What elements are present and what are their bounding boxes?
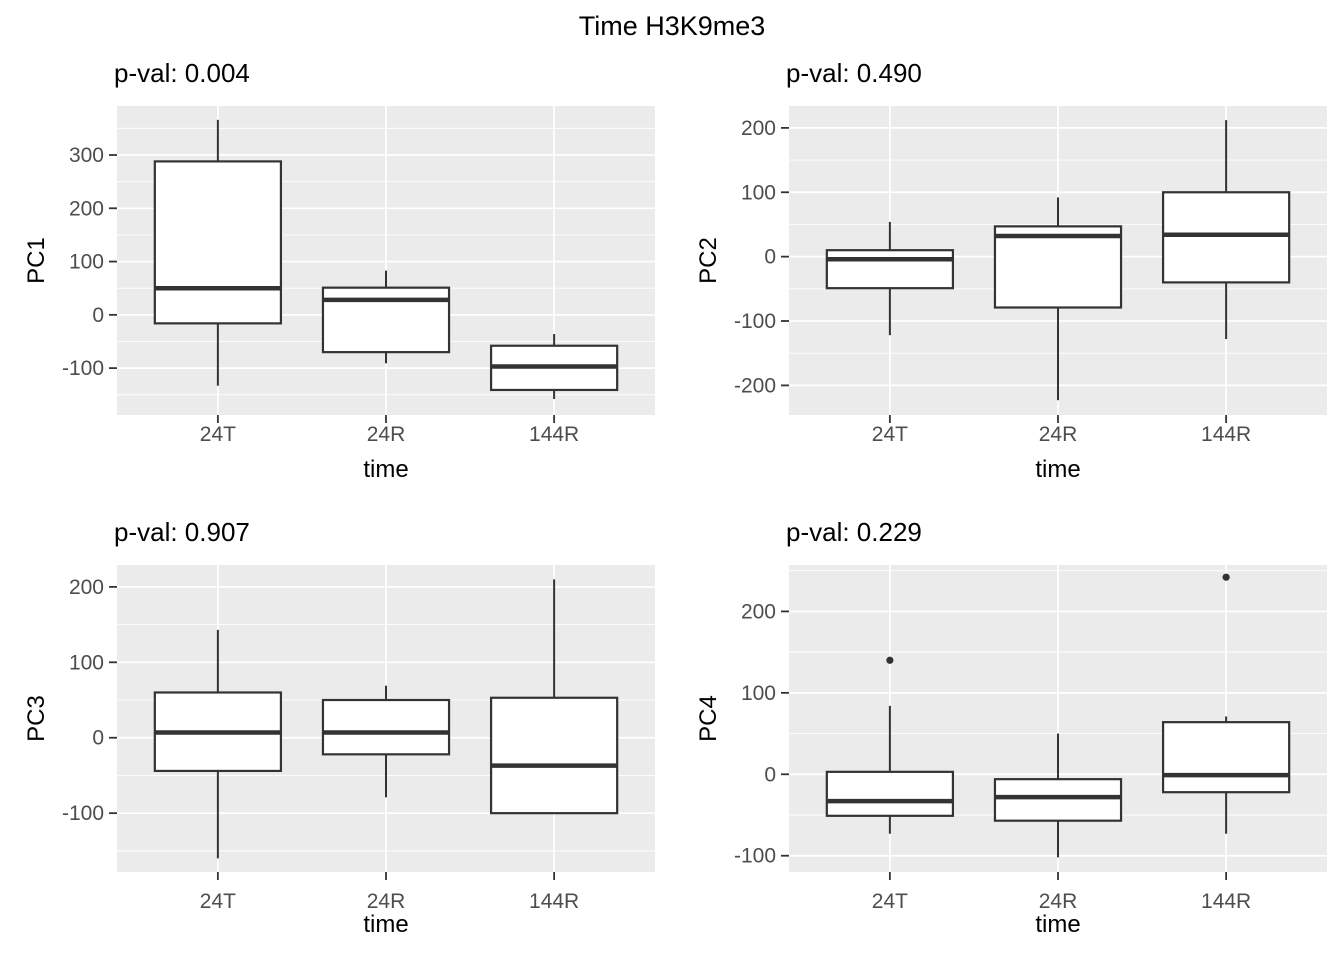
panel-subtitle: p-val: 0.004 (114, 58, 250, 88)
x-tick-label: 24R (367, 890, 406, 913)
box-24r (993, 225, 1123, 309)
x-tick-label: 24R (1039, 423, 1078, 446)
y-tick-label: 100 (69, 651, 104, 674)
x-axis-title: time (363, 456, 408, 480)
panel-pc2: p-val: 0.490 -200 -100 0 100 200 24T 24R 144R PC2… (695, 58, 1327, 480)
panel-subtitle: p-val: 0.229 (786, 517, 922, 547)
y-tick-label: 200 (741, 600, 776, 623)
box-24t (153, 160, 283, 325)
x-tick-label: 24R (367, 423, 406, 446)
panel-subtitle: p-val: 0.907 (114, 517, 250, 547)
box-24t (825, 770, 955, 817)
y-tick-label: 200 (69, 576, 104, 599)
y-tick-label: -100 (734, 845, 776, 868)
x-axis-title: time (1035, 456, 1080, 480)
y-tick-label: 0 (764, 246, 776, 269)
box-24r (321, 286, 451, 354)
x-tick-label: 144R (1201, 890, 1251, 913)
y-axis-title: PC1 (23, 237, 50, 284)
x-tick-label: 144R (529, 423, 579, 446)
box-24r (993, 778, 1123, 822)
y-tick-label: 100 (741, 682, 776, 705)
box-24t (825, 249, 955, 290)
x-tick-label: 24T (200, 890, 236, 913)
box-144r (1161, 721, 1291, 794)
figure-title: Time H3K9me3 (578, 11, 766, 41)
panel-subtitle: p-val: 0.490 (786, 58, 922, 88)
box-144r (1161, 191, 1291, 284)
y-axis-title: PC2 (695, 237, 722, 284)
panel-pc4: p-val: 0.229 -100 0 100 200 24T 24R 144R PC4 time (695, 517, 1327, 938)
outlier-point (886, 656, 894, 664)
x-axis-title: time (1035, 911, 1080, 938)
x-tick-label: 24T (872, 890, 908, 913)
y-tick-label: 200 (741, 117, 776, 140)
x-tick-label: 144R (1201, 423, 1251, 446)
x-axis-title: time (363, 911, 408, 938)
x-tick-label: 144R (529, 890, 579, 913)
x-tick-label: 24T (200, 423, 236, 446)
y-tick-label: -100 (62, 802, 104, 825)
box-24r (321, 698, 451, 756)
x-tick-label: 24T (872, 423, 908, 446)
y-axis-title: PC3 (23, 695, 50, 742)
y-tick-label: -100 (734, 310, 776, 333)
y-tick-label: 0 (92, 304, 104, 327)
y-tick-label: -100 (62, 357, 104, 380)
y-tick-label: 300 (69, 144, 104, 167)
y-tick-label: 100 (741, 181, 776, 204)
outlier-point (1222, 573, 1230, 581)
y-tick-label: 200 (69, 197, 104, 220)
x-tick-label: 24R (1039, 890, 1078, 913)
box-144r (489, 696, 619, 815)
y-axis-title: PC4 (695, 695, 722, 742)
panel-pc1: p-val: 0.004 -100 0 100 200 300 24T 24R 144R PC1 t… (23, 58, 655, 480)
y-tick-label: 0 (764, 763, 776, 786)
y-tick-label: 0 (92, 727, 104, 750)
panel-pc3: p-val: 0.907 -100 0 100 200 24T 24R 144R PC3 time (23, 517, 655, 938)
y-tick-label: -200 (734, 374, 776, 397)
y-tick-label: 100 (69, 251, 104, 274)
